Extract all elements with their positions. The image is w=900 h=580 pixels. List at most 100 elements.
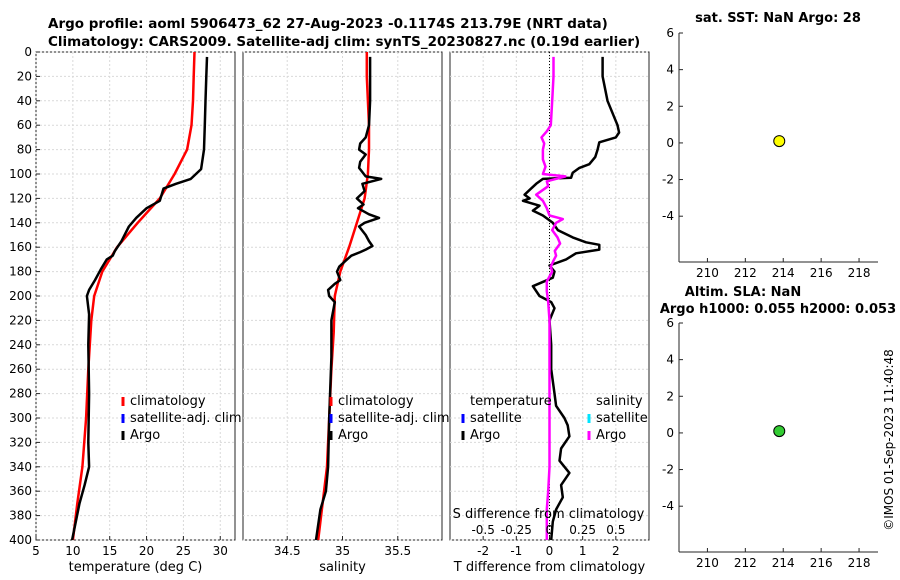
salinity-grid [243,51,442,541]
sla-xtick-label: 210 [696,556,719,570]
difference-xtick-label: 2 [612,544,620,558]
sla-ytick-label: 4 [666,353,674,367]
sst-ytick-label: 4 [666,63,674,77]
sla-axes: -4 -2 0 2 4 6 210 212 214 216 218 [662,316,878,570]
temperature-ytick-label: 160 [9,240,32,254]
salinity-xtick-label: 35 [335,544,350,558]
salinity-axes: 34.5 35 35.5 salinity climatology satellite-a… [242,51,450,575]
difference-legend-s-title: salinity [596,394,643,409]
difference-xtick-label: -2 [477,544,489,558]
sla-plot-area [679,323,878,552]
sla-ytick-label: 0 [666,426,674,440]
salinity-xlabel: salinity [319,560,366,575]
sst-xtick-label: 216 [810,266,833,280]
temperature-ytick-label: 120 [9,191,32,205]
salinity-legend-0-label: climatology [338,394,414,409]
temperature-ytick-label: 300 [9,411,32,425]
temperature-ytick-label: 60 [17,118,32,132]
temperature-xtick-label: 30 [213,544,228,558]
difference-xlabel: T difference from climatology [453,560,646,575]
difference-legend-s-argo-label: Argo [596,428,626,443]
temperature-xtick-label: 20 [139,544,154,558]
salinity-xtick-label: 35.5 [384,544,411,558]
temperature-argo-line [70,56,209,541]
sla-marker [773,425,786,438]
sst-ytick-label: 0 [666,136,674,150]
temperature-ytick-label: 100 [9,167,32,181]
difference-legend-t-argo-label: Argo [470,428,500,443]
sla-ytick-label: -4 [662,499,674,513]
temperature-xtick-label: 25 [176,544,191,558]
salinity-argo-line [314,56,383,541]
sst-panel-title: sat. SST: NaN Argo: 28 [695,11,861,26]
difference-legend-t-satellite-label: satellite [470,411,522,426]
temperature-ytick-label: 260 [9,362,32,376]
difference-xtick-label: 1 [579,544,587,558]
sst-ytick-label: 6 [666,26,674,40]
temperature-legend-0-label: climatology [130,394,206,409]
sst-plot-area [679,33,878,262]
difference-legend-s-satellite-label: satellite [596,411,648,426]
sla-xtick-label: 212 [734,556,757,570]
temperature-axes: 5 10 15 20 25 3002040608010012014016018020022… [9,45,242,575]
difference-s-tick-label: 0 [546,523,554,537]
temperature-xtick-label: 5 [32,544,40,558]
sla-ytick-label: 6 [666,316,674,330]
sst-axes: -4 -2 0 2 4 6 210 212 214 216 218 [662,26,878,280]
sla-ytick-label: -2 [662,463,674,477]
difference-s-tick-label: -0.25 [501,523,532,537]
temperature-ytick-label: 240 [9,338,32,352]
temperature-ytick-label: 400 [9,533,32,547]
difference-legend-t-title: temperature [470,394,552,409]
sst-marker [773,135,786,148]
temperature-ytick-label: 140 [9,216,32,230]
temperature-ytick-label: 340 [9,460,32,474]
temperature-legend-2-label: Argo [130,428,160,443]
figure-title-line1: Argo profile: aoml 5906473_62 27-Aug-202… [48,16,608,32]
figure-title-line2: Climatology: CARS2009. Satellite-adj cli… [48,34,640,50]
temperature-grid [35,51,235,541]
difference-s-tick-label: -0.5 [471,523,494,537]
temperature-ytick-label: 180 [9,265,32,279]
temperature-ytick-label: 320 [9,435,32,449]
temperature-ytick-label: 220 [9,313,32,327]
temperature-legend-1-label: satellite-adj. clim [130,411,242,426]
temperature-xlabel: temperature (deg C) [69,560,203,575]
difference-s-tick-label: 0.25 [569,523,596,537]
difference-axes: -2 -1 0 1 2 T difference from climatology S di… [449,51,650,575]
temperature-ytick-label: 200 [9,289,32,303]
sla-xtick-label: 218 [848,556,871,570]
difference-xtick-label: -1 [510,544,522,558]
sst-xtick-label: 210 [696,266,719,280]
sst-xtick-label: 218 [848,266,871,280]
temperature-ytick-label: 280 [9,387,32,401]
temperature-xtick-label: 15 [102,544,117,558]
sst-ytick-label: 2 [666,99,674,113]
sst-xtick-label: 214 [772,266,795,280]
sst-ytick-label: -4 [662,209,674,223]
timestamp: ©IMOS 01-Sep-2023 11:40:48 [882,349,896,531]
temperature-ytick-label: 380 [9,509,32,523]
temperature-ytick-label: 20 [17,69,32,83]
temperature-ytick-label: 0 [24,45,32,59]
salinity-legend-2-label: Argo [338,428,368,443]
salinity-xtick-label: 34.5 [274,544,301,558]
sla-xtick-label: 216 [810,556,833,570]
difference-s-tick-label: 0.5 [606,523,625,537]
difference-t-argo-line [521,56,621,541]
sst-ytick-label: -2 [662,173,674,187]
temperature-ytick-label: 360 [9,484,32,498]
salinity-legend-1-label: satellite-adj. clim [338,411,450,426]
sla-panel-title-line2: Argo h1000: 0.055 h2000: 0.053 [660,302,896,317]
sla-ytick-label: 2 [666,389,674,403]
difference-s-argo-line [534,56,567,540]
sla-panel-title-line1: Altim. SLA: NaN [685,285,801,300]
temperature-ytick-label: 80 [17,143,32,157]
difference-xtick-label: 0 [546,544,554,558]
temperature-xtick-label: 10 [65,544,80,558]
sst-xtick-label: 212 [734,266,757,280]
difference-s-axis-label: S difference from climatology [453,507,645,522]
sla-xtick-label: 214 [772,556,795,570]
temperature-ytick-label: 40 [17,94,32,108]
